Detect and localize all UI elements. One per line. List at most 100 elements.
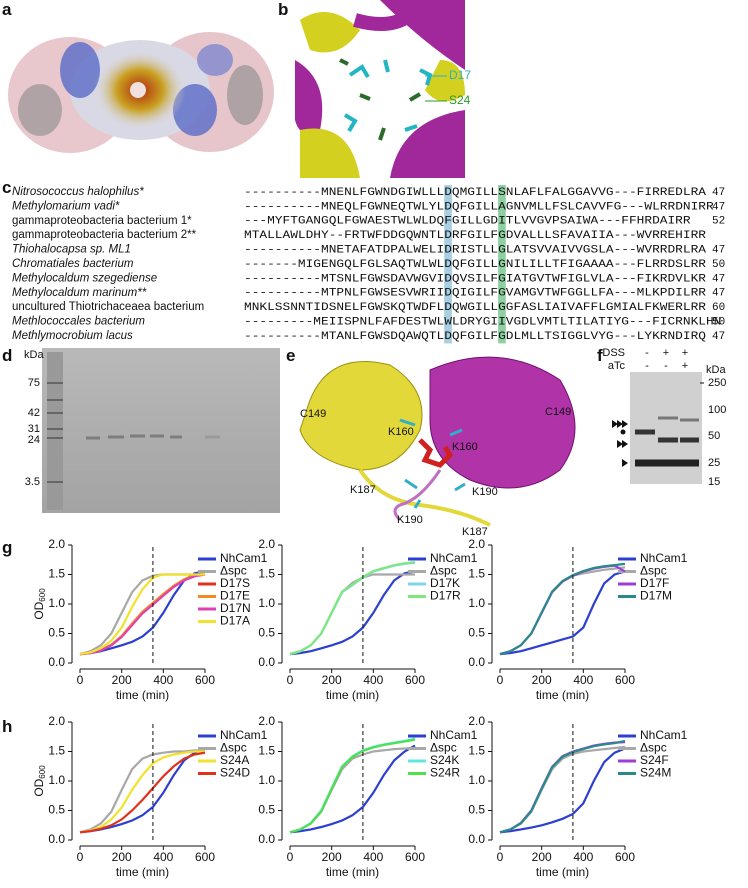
residue-label: K190: [397, 514, 423, 526]
x-tick-label: 600: [615, 673, 635, 687]
y-tick-label: 1.5: [468, 744, 485, 758]
highlight-column: [498, 185, 506, 344]
sequence-length: 60: [712, 302, 725, 314]
legend-label: D17R: [430, 589, 461, 603]
legend-label: S24K: [430, 753, 459, 767]
y-tick-label: 0.5: [258, 803, 275, 817]
x-tick-label: 600: [615, 850, 635, 864]
panel-label: f: [597, 346, 603, 365]
y-tick-label: 2.0: [48, 537, 65, 551]
series-line: [289, 561, 416, 656]
species-name: Methlymocrobium lacus: [12, 330, 133, 342]
series-line: [289, 738, 416, 834]
panel-label: h: [2, 717, 12, 736]
x-tick-label: 400: [573, 673, 593, 687]
marker-label: 25: [708, 457, 720, 469]
x-axis-label: time (min): [326, 865, 379, 879]
x-tick-label: 600: [195, 673, 215, 687]
panel-label: b: [278, 0, 288, 19]
x-tick-label: 600: [195, 850, 215, 864]
marker-label: 24: [28, 434, 40, 446]
y-tick-label: 1.5: [468, 567, 485, 581]
y-tick-label: 0.5: [258, 626, 275, 640]
series-line: [499, 747, 626, 834]
condition-label: DSS: [602, 347, 625, 359]
y-axis-label-main: OD: [32, 778, 46, 796]
residue-label: K187: [350, 484, 376, 496]
species-name: uncultured Thiotrichaceaea bacterium: [12, 301, 204, 313]
residue-label: D17: [449, 68, 471, 82]
panel-label: d: [2, 346, 12, 365]
series-line: [79, 751, 206, 834]
x-tick-label: 0: [77, 673, 84, 687]
legend-label: D17M: [640, 589, 672, 603]
residue-label: C149: [545, 406, 571, 418]
species-name: gammaproteobacteria bacterium 1*: [12, 215, 192, 227]
legend-label: D17S: [220, 576, 250, 590]
y-tick-label: 2.0: [258, 537, 275, 551]
residue-label: S24: [449, 93, 471, 107]
y-tick-label: 2.0: [258, 714, 275, 728]
sequence: MTALLAWLDHY--FRTWFDDGQWNTLDRFGILFGDVALLL…: [244, 230, 706, 242]
x-tick-label: 600: [405, 850, 425, 864]
y-tick-label: 1.0: [48, 596, 65, 610]
series-line: [79, 749, 205, 834]
series-line: [499, 739, 626, 834]
marker-label: 250: [708, 377, 726, 389]
series-line: [289, 561, 416, 656]
y-tick-label: 1.5: [48, 567, 65, 581]
sequence-length: 47: [712, 331, 725, 343]
gel-image: [42, 348, 280, 513]
structure-surface: [8, 32, 274, 153]
series-line: [289, 573, 415, 656]
y-tick-label: 0.5: [468, 803, 485, 817]
x-axis-label: time (min): [536, 865, 589, 879]
lane-sign: +: [682, 347, 688, 359]
marker-label: 75: [28, 377, 40, 389]
sequence-length: 47: [712, 288, 725, 300]
sequence: -------MIGENGQLFGLSAQTWLWLDQFGILLGNILILL…: [244, 259, 706, 271]
legend-label: Δspc: [220, 564, 247, 578]
lane-sign: +: [663, 347, 669, 359]
sequence: ----------MNENLFGWNDGIWLLLDQMGILLSNLAFLF…: [244, 187, 706, 199]
legend-label: Δspc: [430, 741, 457, 755]
legend-label: S24A: [220, 753, 249, 767]
residue-label: K160: [388, 426, 414, 438]
y-tick-label: 2.0: [48, 714, 65, 728]
species-name: Methylocaldum szegediense: [12, 272, 157, 284]
panel-label: g: [2, 538, 12, 557]
sequence: ---MYFTGANGQLFGWAESTWLWLDQFGILLGDITLVVGV…: [244, 216, 691, 228]
x-tick-label: 0: [497, 850, 504, 864]
x-tick-label: 200: [532, 850, 552, 864]
y-axis-label-main: OD: [32, 601, 46, 619]
legend-label: D17A: [220, 614, 250, 628]
sequence-length: 50: [712, 317, 725, 329]
marker-label: 31: [28, 423, 40, 435]
marker-label: 15: [708, 476, 720, 488]
species-name: Methylomarium vadi*: [12, 200, 120, 212]
legend-label: NhCam1: [430, 551, 478, 565]
series-line: [289, 737, 416, 834]
sequence-length: 47: [712, 201, 725, 213]
marker-label: 50: [708, 430, 720, 442]
y-tick-label: 0.0: [48, 655, 65, 669]
x-axis-label: time (min): [536, 688, 589, 702]
y-tick-label: 0.0: [48, 832, 65, 846]
y-tick-label: 0.5: [48, 626, 65, 640]
sequence-length: 47: [712, 245, 725, 257]
sequence-length: 47: [712, 187, 725, 199]
species-name: Thiohalocapsa sp. ML1: [12, 244, 131, 256]
series-line: [79, 573, 206, 656]
y-axis-label: OD600: [32, 765, 47, 797]
blot-image: [612, 372, 704, 484]
y-tick-label: 0.5: [468, 626, 485, 640]
legend-label: S24R: [430, 766, 460, 780]
panel-label: a: [2, 0, 12, 19]
sequence: ---------MEIISPNLFAFDESTWLWLDRYGIIVGDLVM…: [244, 317, 721, 329]
lane-sign: +: [682, 360, 688, 372]
legend-label: NhCam1: [640, 551, 688, 565]
legend-label: NhCam1: [640, 728, 688, 742]
y-axis-label-sub: 600: [38, 588, 47, 602]
x-axis-label: time (min): [326, 688, 379, 702]
